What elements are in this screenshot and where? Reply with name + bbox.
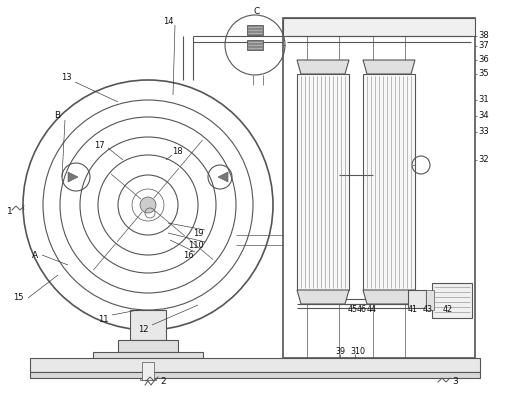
Polygon shape [362,60,414,74]
Polygon shape [296,60,348,74]
Text: 12: 12 [138,324,149,334]
Text: 44: 44 [366,306,376,314]
Text: 45: 45 [347,306,357,314]
Text: 32: 32 [477,156,488,164]
Polygon shape [296,290,348,304]
Bar [93,352,203,362]
Text: 13: 13 [61,73,72,83]
Bar [431,283,471,318]
Text: C: C [253,8,260,16]
Text: 18: 18 [172,148,182,156]
Bar [140,362,156,380]
Bar [407,290,425,308]
Text: 46: 46 [356,306,366,314]
Text: 34: 34 [477,111,488,120]
Bar [118,340,178,352]
Bar [30,372,479,378]
Bar [142,362,154,380]
Text: 41: 41 [407,306,417,314]
Text: 17: 17 [94,140,105,150]
Bar [282,18,474,36]
Polygon shape [68,172,78,182]
Bar [425,290,433,310]
Text: 110: 110 [188,241,204,251]
Text: 43: 43 [422,306,432,314]
Text: 36: 36 [477,55,488,65]
Text: 42: 42 [442,306,452,314]
Bar [130,310,165,340]
Text: 35: 35 [477,69,488,79]
Text: 31: 31 [477,95,488,105]
Text: 33: 33 [477,128,488,136]
Text: 39: 39 [334,348,345,356]
Bar [296,74,348,290]
Text: 16: 16 [183,251,193,261]
Text: 11: 11 [98,314,109,324]
Text: 310: 310 [350,348,365,356]
Polygon shape [362,290,414,304]
Text: 1: 1 [7,207,13,217]
Text: A: A [32,251,38,259]
Bar [246,25,263,35]
Text: 38: 38 [477,32,488,41]
Bar [30,358,479,372]
Text: B: B [54,111,60,120]
Text: 37: 37 [477,41,488,51]
Text: 15: 15 [13,294,24,302]
Polygon shape [217,172,228,182]
Text: 19: 19 [193,229,204,239]
Circle shape [140,197,156,213]
Bar [282,18,474,358]
Text: 3: 3 [451,377,457,387]
Bar [362,74,414,290]
Text: 14: 14 [163,18,174,26]
Bar [246,40,263,50]
Text: 2: 2 [160,377,165,385]
